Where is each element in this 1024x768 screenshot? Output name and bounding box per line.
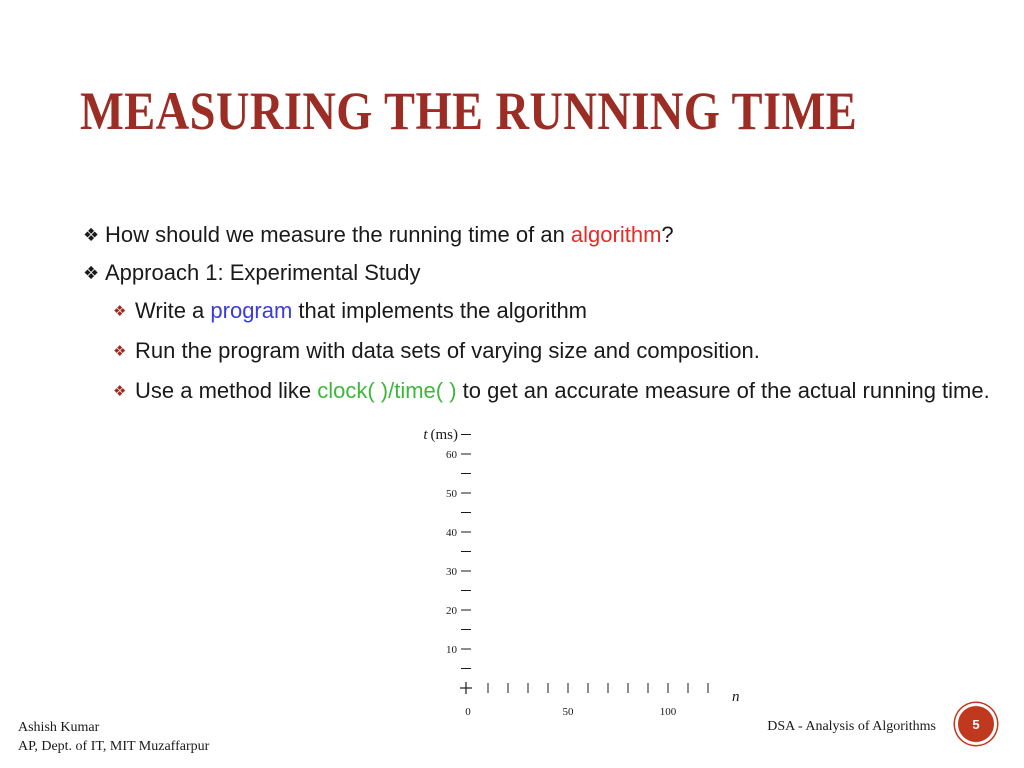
y-tick-label: 20 (446, 605, 458, 617)
sub-bullet-item: ❖ Run the program with data sets of vary… (113, 336, 995, 366)
y-tick-label: 50 (446, 488, 458, 500)
text-segment: Approach 1: Experimental Study (105, 260, 421, 285)
diamond-bullet-icon: ❖ (113, 303, 127, 320)
x-tick-label: 0 (465, 706, 471, 718)
y-tick-label: 30 (446, 566, 458, 578)
text-segment: Run the program with data sets of varyin… (135, 338, 760, 363)
y-axis-var: t (423, 427, 428, 443)
x-tick-label: 50 (563, 706, 575, 718)
sub-bullet-item: ❖ Write a program that implements the al… (113, 296, 995, 326)
highlight-text: clock( )/time( ) (317, 378, 457, 403)
footer-course: DSA - Analysis of Algorithms (767, 719, 936, 734)
text-segment: to get an accurate measure of the actual… (456, 378, 990, 403)
running-time-chart: t (ms) n 10 20 30 40 50 60 0 50 100 (423, 427, 740, 718)
diamond-bullet-icon: ❖ (113, 383, 127, 400)
diamond-bullet-icon: ❖ (83, 225, 100, 245)
sub-bullet-text: Use a method like clock( )/time( ) to ge… (135, 378, 990, 403)
bullet-list: ❖ How should we measure the running time… (83, 220, 995, 406)
page-number-badge: 5 (955, 703, 997, 745)
sub-bullet-text: Run the program with data sets of varyin… (135, 338, 760, 363)
diamond-bullet-icon: ❖ (83, 263, 100, 283)
footer-author: Ashish Kumar (18, 720, 100, 735)
highlight-text: program (210, 298, 293, 323)
diamond-bullet-icon: ❖ (113, 343, 127, 360)
footer-author-block: Ashish Kumar AP, Dept. of IT, MIT Muzaff… (18, 718, 209, 756)
sub-bullet-text: Write a program that implements the algo… (135, 298, 587, 323)
text-segment: How should we measure the running time o… (105, 222, 571, 247)
text-segment: that implements the algorithm (292, 298, 588, 323)
slide-title: MEASURING THE RUNNING TIME (80, 81, 858, 141)
y-tick-label: 10 (446, 644, 458, 656)
highlight-text: algorithm (570, 222, 662, 247)
x-tick-label: 100 (660, 706, 677, 718)
x-axis-label: n (732, 689, 740, 705)
sub-bullet-item: ❖ Use a method like clock( )/time( ) to … (113, 376, 995, 406)
bullet-item: ❖ How should we measure the running time… (83, 220, 995, 250)
text-segment: Write a (135, 298, 211, 323)
bullet-text: How should we measure the running time o… (105, 222, 674, 247)
y-tick-label: 60 (446, 449, 458, 461)
footer-affiliation: AP, Dept. of IT, MIT Muzaffarpur (18, 739, 210, 754)
text-segment: Use a method like (135, 378, 318, 403)
y-axis-unit: (ms) (431, 427, 459, 443)
bullet-text: Approach 1: Experimental Study (105, 260, 421, 285)
y-axis-label: t (ms) (423, 427, 458, 443)
bullet-item: ❖ Approach 1: Experimental Study (83, 258, 995, 288)
y-tick-label: 40 (446, 527, 458, 539)
text-segment: ? (661, 222, 674, 247)
